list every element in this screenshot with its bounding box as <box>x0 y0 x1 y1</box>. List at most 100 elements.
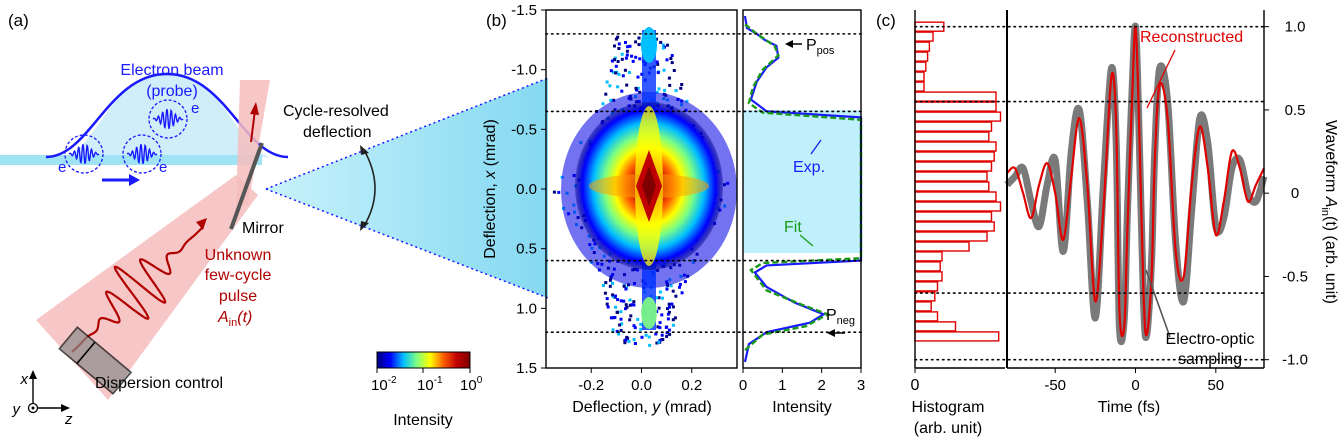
heatmap-noise-pixel <box>658 290 662 294</box>
histogram-bar <box>914 81 925 92</box>
heatmap-noise-pixel <box>661 296 664 300</box>
heatmap-noise-pixel <box>610 59 614 63</box>
exp-leader-line <box>810 139 822 155</box>
heatmap-noise-pixel <box>605 297 609 301</box>
heatmap-noise-pixel <box>619 310 623 314</box>
heatmap-noise-pixel <box>625 49 629 53</box>
histogram-bar <box>914 231 988 242</box>
histogram-bar <box>914 71 925 82</box>
pneg-label: Pneg <box>826 307 855 327</box>
heatmap-noise-pixel <box>624 41 627 44</box>
eos-label-2: sampling <box>1178 351 1242 368</box>
heatmap-x-tick-label: -0.2 <box>578 377 604 394</box>
histogram-bar <box>914 261 941 272</box>
heatmap-ylabel-suffix: (mrad) <box>482 119 499 171</box>
electron-label-top: e <box>191 100 199 117</box>
heatmap-ylabel-prefix: Deflection, <box>482 179 499 259</box>
heatmap-noise-pixel <box>662 68 666 72</box>
electron-label-left: e <box>58 159 66 176</box>
heatmap-noise-pixel <box>680 83 684 86</box>
heatmap-noise-pixel <box>632 303 636 307</box>
heatmap-noise-pixel <box>622 284 626 288</box>
heatmap-noise-pixel <box>605 302 609 306</box>
histogram-bar <box>914 61 927 72</box>
heatmap-noise-pixel <box>667 302 671 306</box>
heatmap-noise-pixel <box>666 43 669 47</box>
arc-arrowhead-bottom <box>360 221 369 231</box>
histogram-label: Histogram <box>912 399 985 416</box>
dispersion-block-divider <box>76 341 96 365</box>
heatmap-noise-pixel <box>657 87 661 91</box>
heatmap-y-tick-label: -1.5 <box>511 2 537 19</box>
heatmap-noise-pixel <box>644 333 648 337</box>
heatmap-noise-pixel <box>632 338 636 342</box>
axis-x-arrowhead <box>29 370 37 379</box>
heatmap-noise-pixel <box>673 316 677 320</box>
heatmap-noise-pixel <box>655 296 659 300</box>
heatmap-noise-pixel <box>624 56 628 60</box>
heatmap-noise-pixel <box>619 299 623 303</box>
heatmap-noise-pixel <box>609 69 613 73</box>
pulse-symbol: A <box>217 309 229 326</box>
ppos-symbol: P <box>806 37 817 54</box>
heatmap-noise-pixel <box>611 316 615 320</box>
panel-a: (a) Electron beam (probe) e e e Mirror <box>0 11 549 429</box>
heatmap-noise-pixel <box>660 333 664 337</box>
eos-leader-line <box>1145 269 1171 338</box>
heatmap-noise-pixel <box>626 45 630 49</box>
heatmap-top-lobe <box>641 27 657 63</box>
heatmap-noise-pixel <box>658 321 662 325</box>
cone-edge-bottom <box>265 188 549 299</box>
histogram-bar <box>914 241 970 252</box>
heatmap-y-tick-label: 0.5 <box>516 241 537 258</box>
heatmap-noise-pixel <box>671 289 675 293</box>
heatmap-noise-pixel <box>613 44 616 48</box>
fit-leader-line <box>799 234 814 247</box>
waveform-x-axis-label: Time (fs) <box>1098 399 1161 416</box>
heatmap-noise-pixel <box>624 338 628 342</box>
heatmap-bottom-lobe <box>641 297 657 329</box>
heatmap-noise-pixel <box>617 47 621 50</box>
heatmap-noise-pixel <box>634 40 638 44</box>
waveform-y-tick-label: 1.0 <box>1285 19 1306 36</box>
heatmap-noise-pixel <box>621 74 625 78</box>
dispersion-control-element <box>58 326 133 395</box>
heatmap-noise-pixel <box>660 313 664 317</box>
heatmap-noise-pixel <box>657 306 661 310</box>
heatmap-noise-pixel <box>619 317 623 321</box>
colorbar-tick-label-0: 10-2 <box>371 375 397 394</box>
profile-x-tick-label: 1 <box>778 377 786 394</box>
waveform-y-axis-label: Waveform Ain(t) (arb. unit) <box>1319 120 1339 304</box>
heatmap-xlabel-prefix: Deflection, <box>572 399 652 416</box>
dotted-guide-lines <box>545 25 1265 361</box>
electron-beam-label: Electron beam <box>120 62 223 79</box>
heatmap-noise-pixel <box>674 294 678 298</box>
heatmap-noise-pixel <box>663 88 667 92</box>
deflection-cone <box>266 78 548 298</box>
colorbar-tick-base-0: 10 <box>371 377 388 394</box>
heatmap-noise-pixel <box>678 282 682 286</box>
heatmap-noise-pixel <box>637 43 641 47</box>
heatmap-noise-pixel <box>661 46 665 50</box>
heatmap-noise-pixel <box>611 328 615 332</box>
pneg-symbol: P <box>826 307 837 324</box>
heatmap-noise-pixel <box>664 325 668 329</box>
heatmap-noise-pixel <box>633 326 637 330</box>
heatmap-noise-pixel <box>609 98 613 102</box>
profile-shaded-region <box>743 110 861 253</box>
heatmap-noise-pixel <box>602 284 605 287</box>
histogram-bar <box>914 151 995 162</box>
axis-y-label: y <box>12 401 22 418</box>
histogram-bar <box>914 201 1002 212</box>
heatmap-noise-pixel <box>608 284 612 288</box>
few-cycle-pulse-waveform <box>71 227 203 353</box>
pulse-symbol-arg: (t) <box>237 309 252 326</box>
heatmap-noise-pixel <box>604 281 608 285</box>
dispersion-label: Dispersion control <box>95 375 223 392</box>
heatmap-noise-pixel <box>616 60 620 63</box>
waveform-x-tick-label: -50 <box>1044 377 1066 394</box>
beam-line <box>0 155 262 165</box>
heatmap-noise-pixel <box>628 44 632 48</box>
heatmap-x-ticks: -0.2 0.0 0.2 <box>578 368 702 394</box>
pulse-label-few-cycle: few-cycle <box>205 267 272 284</box>
